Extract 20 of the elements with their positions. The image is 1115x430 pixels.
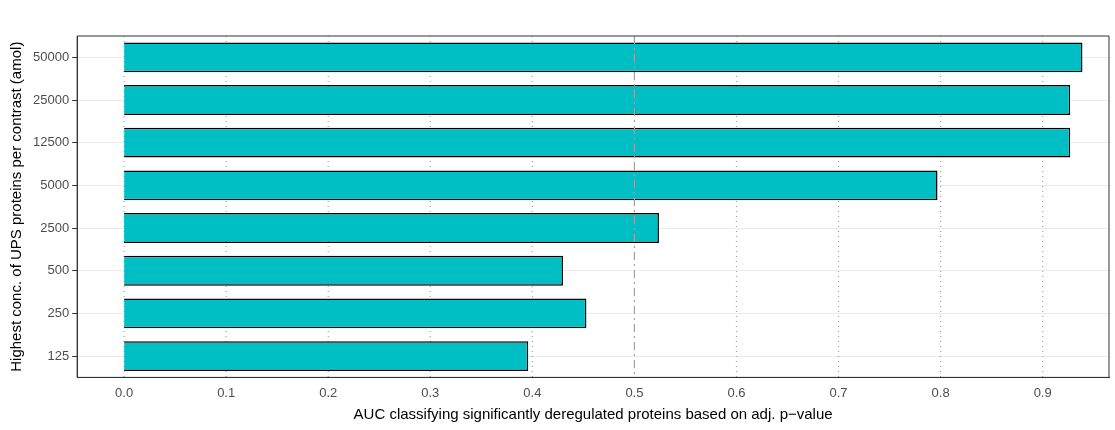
y-tick-label: 12500 xyxy=(32,134,70,150)
x-tick-label: 0.7 xyxy=(829,384,848,400)
x-tick-label: 0.0 xyxy=(115,384,134,400)
y-tick-label: 250 xyxy=(47,304,70,320)
y-tick-label: 25000 xyxy=(32,91,70,107)
x-tick-label: 0.6 xyxy=(727,384,746,400)
x-tick-label: 0.8 xyxy=(931,384,950,400)
x-tick-label: 0.9 xyxy=(1033,384,1052,400)
y-tick-label: 50000 xyxy=(32,48,70,64)
y-tick-label: 125 xyxy=(47,347,70,363)
y-tick-label: 500 xyxy=(47,262,70,278)
x-axis-title: AUC classifying significantly deregulated proteins based on adj. p−value xyxy=(353,405,833,423)
x-tick-label: 0.2 xyxy=(319,384,338,400)
x-tick-label: 0.3 xyxy=(421,384,440,400)
x-tick-label: 0.5 xyxy=(625,384,644,400)
y-tick-label: 2500 xyxy=(40,219,70,235)
y-axis-title: Highest conc. of UPS proteins per contrast (amol) xyxy=(7,41,25,372)
y-tick-label: 5000 xyxy=(40,176,70,192)
x-tick-label: 0.4 xyxy=(523,384,542,400)
x-tick-label: 0.1 xyxy=(217,384,236,400)
